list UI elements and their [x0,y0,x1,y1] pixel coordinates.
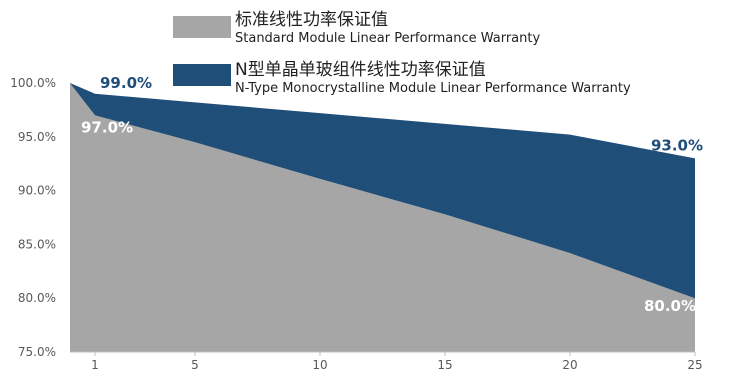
x-tick-label: 5 [191,358,199,372]
y-tick-label: 75.0% [18,345,56,359]
x-tick-label: 10 [312,358,327,372]
legend-label-standard-en: Standard Module Linear Performance Warra… [235,31,541,46]
y-tick-label: 95.0% [18,130,56,144]
data-label: 99.0% [100,74,152,92]
legend-item-ntype: N型单晶单玻组件线性功率保证值 N-Type Monocrystalline M… [173,60,631,97]
legend-label-standard-cn: 标准线性功率保证值 [235,10,388,30]
x-tick-label: 20 [562,358,577,372]
y-tick-label: 80.0% [18,291,56,305]
data-label: 97.0% [81,118,133,136]
legend-label-ntype-cn: N型单晶单玻组件线性功率保证值 [235,60,486,80]
y-tick-label: 90.0% [18,184,56,198]
x-tick-label: 25 [687,358,702,372]
data-label: 93.0% [651,136,703,154]
legend-label-ntype-en: N-Type Monocrystalline Module Linear Per… [235,81,631,96]
y-tick-label: 85.0% [18,237,56,251]
area-standard-warranty [70,83,695,352]
x-tick-label: 1 [91,358,99,372]
legend-swatch-standard [173,16,231,38]
legend-item-standard: 标准线性功率保证值 Standard Module Linear Perform… [173,10,540,47]
legend-swatch-ntype [173,64,231,86]
x-tick-label: 15 [437,358,452,372]
y-tick-label: 100.0% [10,76,56,90]
data-label: 80.0% [644,297,696,315]
